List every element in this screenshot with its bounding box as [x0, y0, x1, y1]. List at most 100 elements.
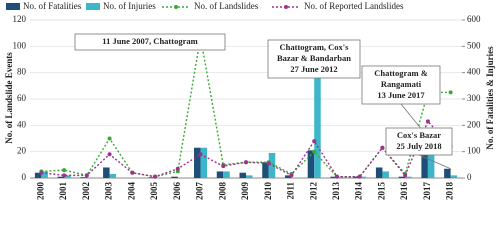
annotation-text: 13 June 2017: [377, 90, 425, 100]
x-tick-label: 2007: [195, 182, 205, 201]
x-tick-label: 2015: [376, 182, 386, 201]
bar: [194, 147, 201, 178]
y2-tick-label: 0: [467, 172, 472, 182]
line: [41, 36, 451, 178]
bar: [375, 167, 383, 178]
x-tick-label: 2004: [126, 182, 136, 201]
x-tick-label: 2008: [217, 182, 227, 201]
legend-label: No. of Landslides: [194, 1, 259, 11]
y-tick-label: 0: [22, 172, 27, 182]
annotation-text: 11 June 2007, Chattogram: [102, 36, 197, 46]
bar: [284, 175, 292, 178]
annotation-text: Chattogram &: [374, 68, 428, 78]
legend-swatch: [174, 5, 178, 9]
x-tick-label: 2011: [286, 182, 296, 200]
bar: [268, 152, 276, 178]
bar: [336, 176, 344, 178]
line-marker: [357, 174, 362, 179]
bar: [109, 174, 117, 178]
bar: [398, 176, 406, 178]
line-marker: [221, 164, 226, 169]
bar: [216, 171, 224, 178]
x-tick-label: 2002: [81, 182, 91, 201]
annotation-text: Bazar & Bandarban: [277, 53, 351, 63]
bar: [450, 175, 458, 178]
x-tick-label: 2012: [308, 182, 318, 201]
line-marker: [403, 173, 408, 178]
line-marker: [130, 170, 135, 175]
line-marker: [198, 152, 203, 157]
y-tick-label: 80: [17, 67, 27, 77]
annotation-box: [267, 39, 361, 79]
bar: [200, 147, 208, 178]
bar: [103, 167, 110, 178]
line-marker: [107, 152, 112, 157]
x-tick-label: 2009: [240, 182, 250, 201]
y2-axis-label: No. of Fatalities & Injuries: [485, 46, 495, 150]
line-marker: [84, 173, 89, 178]
x-tick-label: 2006: [172, 182, 182, 201]
callout-line: [418, 154, 451, 170]
annotation-text: 25 July 2018: [396, 141, 441, 151]
annotation-box: [385, 127, 453, 156]
line-marker: [244, 160, 248, 165]
bar: [359, 176, 367, 178]
x-tick-label: 2014: [354, 182, 364, 201]
y-tick-label: 120: [13, 14, 27, 24]
y-tick-label: 100: [13, 40, 27, 50]
line-marker: [62, 168, 67, 173]
line-marker: [312, 139, 317, 144]
y2-tick-label: 500: [467, 40, 481, 50]
line-marker: [289, 173, 294, 178]
x-tick-label: 2001: [58, 182, 68, 201]
line-marker: [175, 166, 180, 171]
line-marker: [448, 90, 453, 95]
line-marker: [39, 170, 44, 175]
annotation-box: [361, 65, 441, 105]
line-marker: [107, 136, 112, 141]
legend-swatch: [6, 3, 20, 10]
line-marker: [425, 119, 430, 124]
y2-tick-label: 300: [467, 93, 481, 103]
bar: [405, 176, 412, 178]
bar: [330, 176, 337, 178]
bar: [148, 177, 156, 178]
legend-swatch: [86, 3, 100, 10]
y-axis-label: No. of Landslide Events: [4, 52, 14, 144]
annotation-text: Cox's Bazar: [397, 130, 441, 140]
bar: [239, 172, 246, 178]
line-marker: [62, 173, 67, 178]
x-tick-label: 2010: [263, 182, 273, 201]
y2-tick-label: 400: [467, 67, 481, 77]
line-marker: [312, 149, 317, 154]
x-tick-label: 2005: [149, 182, 159, 201]
annotation-box: [74, 33, 226, 51]
legend-label: No. of Fatalities: [23, 1, 82, 11]
x-tick-label: 2013: [331, 182, 341, 201]
bar: [171, 176, 178, 178]
y-tick-label: 60: [17, 93, 27, 103]
y-tick-label: 40: [17, 119, 27, 129]
x-tick-label: 2017: [422, 182, 432, 201]
line-marker: [153, 174, 158, 179]
y-tick-label: 20: [17, 146, 27, 156]
x-tick-label: 2000: [35, 182, 45, 201]
y2-tick-label: 600: [467, 14, 481, 24]
bar: [80, 177, 87, 178]
bar: [246, 175, 253, 178]
bar: [427, 139, 435, 178]
annotation-text: Rangamati: [381, 79, 422, 89]
chart: No. of Landslide Events No. of Fatalitie…: [4, 1, 495, 201]
annotation-text: Chattogram, Cox's: [280, 42, 350, 52]
annotation-text: 27 June 2012: [290, 64, 337, 74]
y2-tick-label: 200: [467, 119, 481, 129]
bar: [262, 162, 269, 178]
bar: [41, 171, 48, 178]
bar: [57, 176, 65, 178]
line-marker: [380, 145, 385, 150]
x-tick-label: 2018: [445, 182, 455, 201]
bar: [444, 168, 451, 178]
y2-tick-label: 100: [467, 146, 481, 156]
legend-label: No. of Reported Landslides: [304, 1, 404, 11]
bar: [64, 175, 71, 178]
